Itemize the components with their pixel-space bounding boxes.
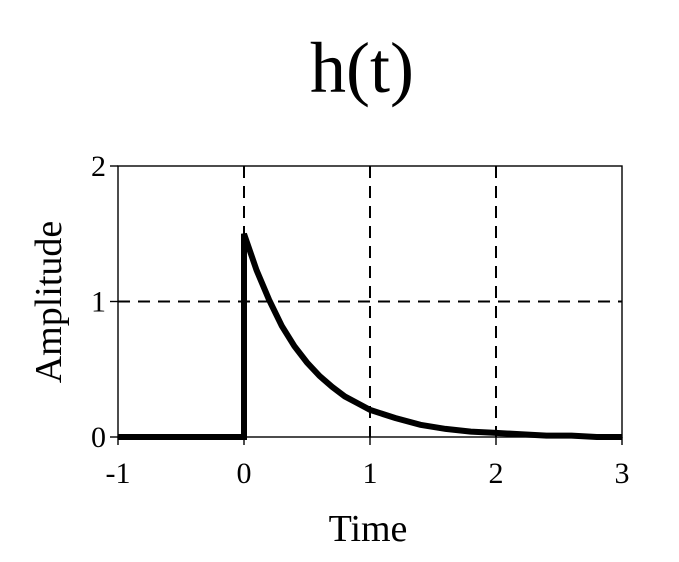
x-tick-label: 3 [615,457,630,490]
x-tick-label: 1 [363,457,378,490]
y-tick-label: 1 [91,286,106,319]
x-tick-label: -1 [106,457,131,490]
grid-layer [118,166,622,437]
series-layer [118,232,622,440]
x-tick-label: 2 [489,457,504,490]
y-tick-label: 2 [91,150,106,183]
y-tick-label: 0 [91,421,106,454]
x-tick-label: 0 [237,457,252,490]
y-axis-label: Amplitude [28,221,70,384]
chart-title: h(t) [310,28,414,108]
series-line [118,232,622,440]
x-axis-label: Time [329,508,408,550]
